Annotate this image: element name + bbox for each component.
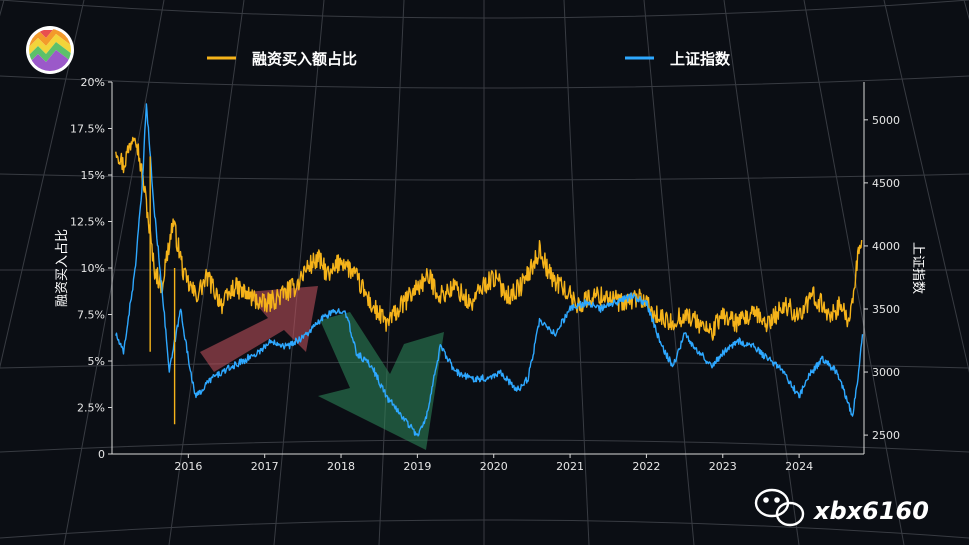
series-layer: [115, 103, 864, 437]
right-tick-label: 4000: [872, 240, 900, 253]
x-tick-label: 2021: [556, 460, 584, 473]
legend-label-index: 上证指数: [670, 50, 731, 68]
grid-line-vertical: [0, 0, 5, 17]
grid-line-vertical: [883, 0, 969, 373]
right-tick-label: 3000: [872, 366, 900, 379]
left-tick-label: 12.5%: [70, 216, 105, 229]
x-tick-label: 2018: [327, 460, 355, 473]
left-tick-label: 15%: [81, 169, 105, 182]
grid-line-horizontal: [0, 75, 969, 89]
grid-line-horizontal: [0, 439, 969, 453]
left-tick-label: 0: [98, 448, 105, 461]
series-line-index: [115, 103, 864, 437]
rainbow-zigzag-logo: [26, 26, 74, 74]
left-axis-ticks: 0 2.5% 5% 7.5% 10% 12.5% 15% 17.5% 20%: [70, 76, 112, 461]
grid-line-vertical: [803, 0, 905, 545]
left-tick-label: 2.5%: [77, 402, 105, 415]
grid-line-horizontal: [0, 0, 969, 19]
watermark-text: xbx6160: [813, 497, 929, 525]
right-tick-label: 4500: [872, 177, 900, 190]
right-axis-ticks: 2500 3000 3500 4000 4500 5000: [864, 114, 900, 442]
right-axis-title: 上证指数: [910, 242, 925, 294]
x-axis-ticks: 2016 2017 2018 2019 2020 2021 2022 2023 2024: [174, 454, 813, 473]
right-tick-label: 2500: [872, 429, 900, 442]
left-tick-label: 5%: [88, 355, 105, 368]
x-tick-label: 2023: [709, 460, 737, 473]
grid-line-horizontal: [0, 519, 969, 539]
series-line-margin-ratio: [115, 136, 863, 341]
x-tick-label: 2020: [480, 460, 508, 473]
left-tick-label: 17.5%: [70, 123, 105, 136]
wechat-icon: [754, 488, 805, 527]
red-up-arrow: [200, 286, 318, 372]
left-axis-title: 融资买入占比: [55, 229, 70, 307]
left-tick-label: 20%: [81, 76, 105, 89]
left-tick-label: 10%: [81, 262, 105, 275]
x-tick-label: 2017: [251, 460, 279, 473]
grid-line-vertical: [963, 0, 969, 21]
green-down-arrow: [318, 312, 444, 450]
legend: 融资买入额占比 上证指数: [207, 50, 731, 68]
grid-line-vertical: [273, 0, 325, 545]
legend-label-margin-ratio: 融资买入额占比: [252, 50, 357, 68]
watermark: xbx6160: [754, 488, 929, 527]
grid-line-vertical: [378, 0, 405, 545]
grid-line-vertical: [63, 0, 165, 545]
grid-line-horizontal: [0, 173, 969, 181]
x-tick-label: 2019: [403, 460, 431, 473]
grid-line-vertical: [0, 0, 85, 369]
x-tick-label: 2022: [632, 460, 660, 473]
left-tick-label: 7.5%: [77, 309, 105, 322]
right-tick-label: 5000: [872, 114, 900, 127]
x-tick-label: 2016: [174, 460, 202, 473]
x-tick-label: 2024: [785, 460, 813, 473]
right-tick-label: 3500: [872, 303, 900, 316]
